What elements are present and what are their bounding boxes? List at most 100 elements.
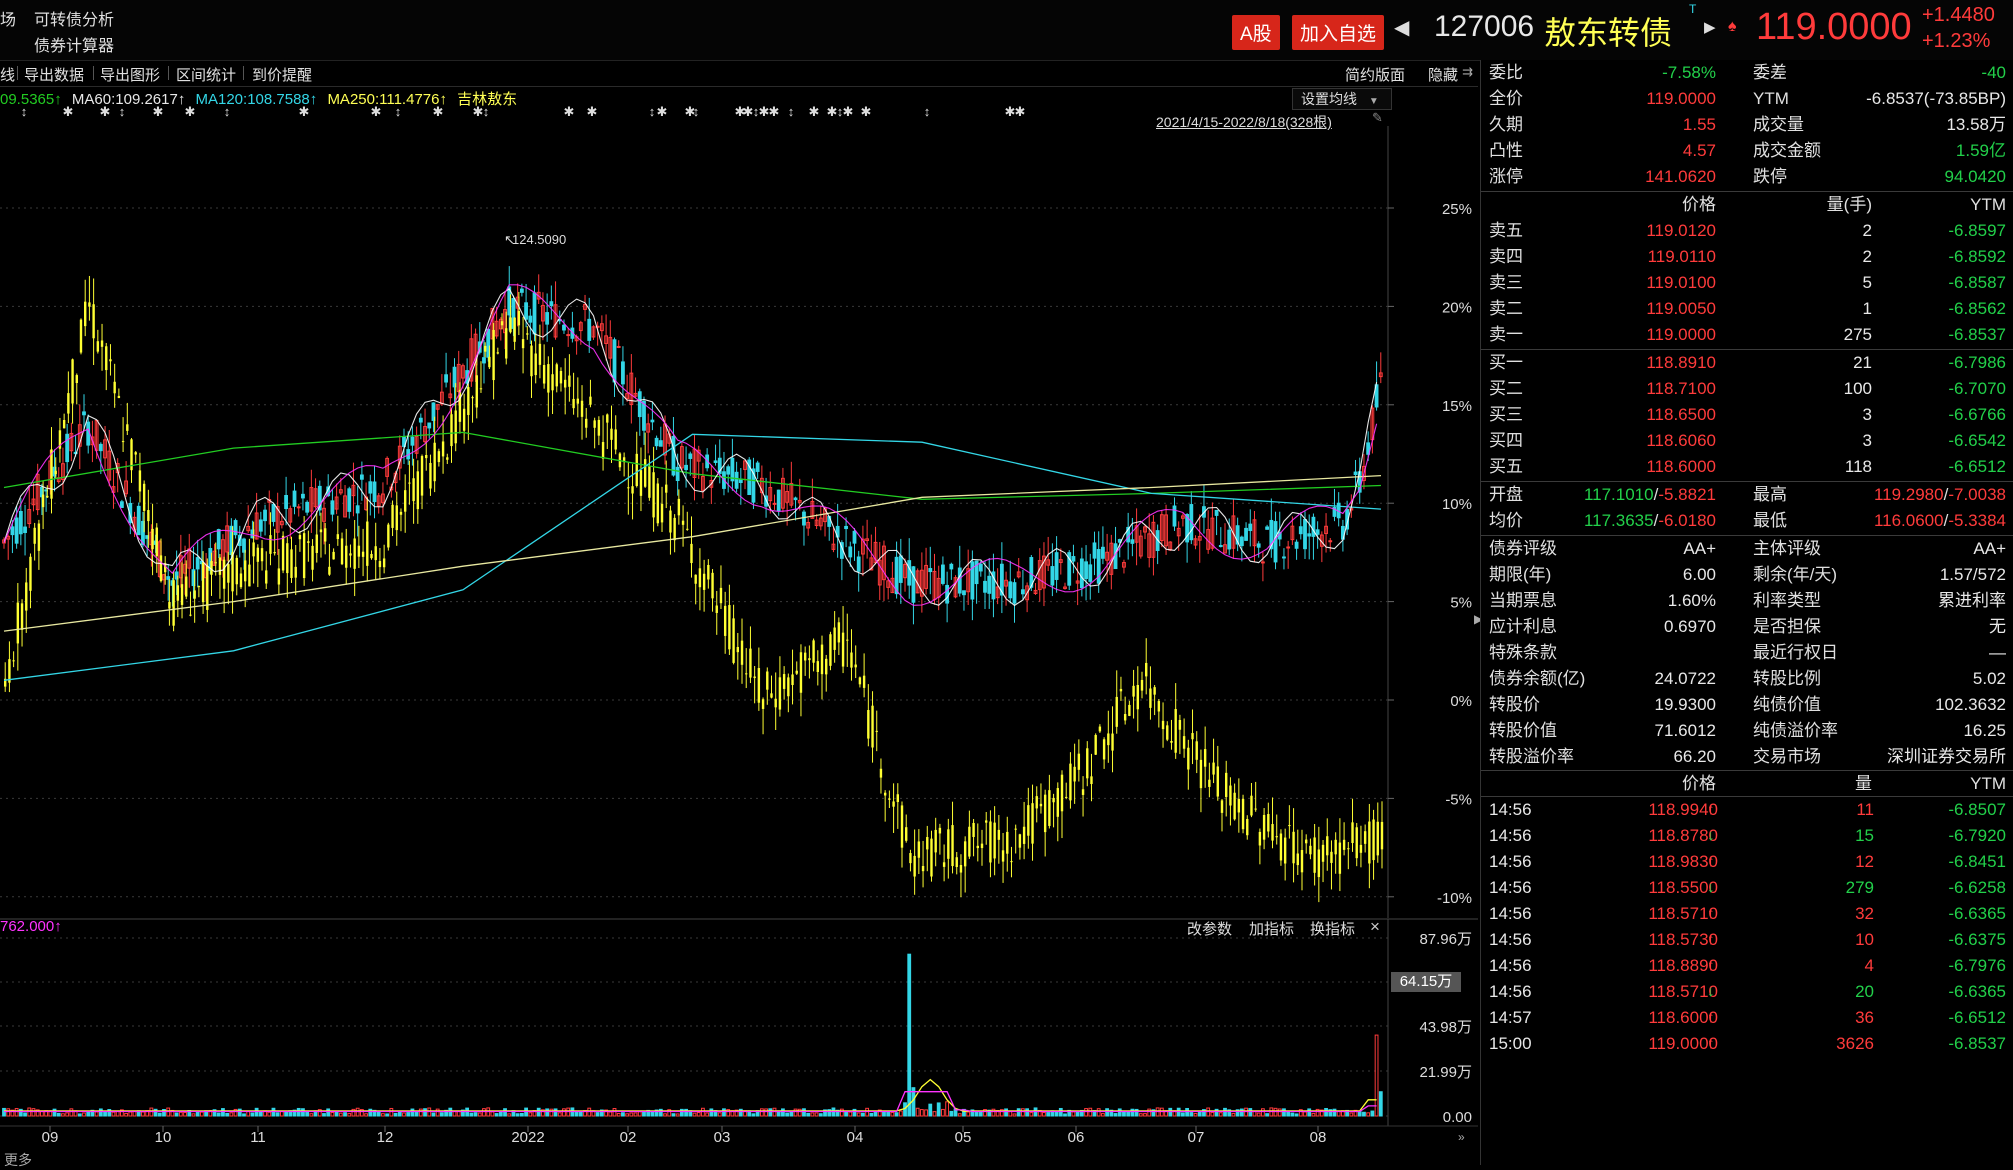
candle-body	[216, 529, 221, 550]
event-marker-icon: ✱	[769, 104, 780, 119]
stock-candle-body	[446, 457, 449, 460]
toolbar-clipped-item[interactable]: 线	[0, 67, 16, 84]
candle-body	[275, 506, 280, 533]
event-marker-icon: ↕	[224, 104, 231, 119]
candle-body	[848, 546, 853, 558]
scroll-right-icon[interactable]: »	[1458, 1130, 1465, 1144]
add-watchlist-button[interactable]: 加入自选	[1292, 15, 1385, 50]
switch-indicator-button[interactable]: 换指标	[1310, 921, 1356, 938]
volume-bar	[1319, 1109, 1324, 1117]
volume-bar	[490, 1111, 495, 1117]
kline-chart[interactable]: 25%20%15%10%5%0%-5%-10% ↕ ✱ ✱ ↕ ✱ ✱ ↕ ✱ ✱ ↕ ✱ ✱ ↕ ✱ ✱ ↕…	[0, 86, 1478, 1146]
collapse-icon[interactable]: ⇉	[1462, 64, 1473, 79]
candle-body	[625, 393, 630, 400]
stat-label: 涨停	[1489, 167, 1523, 186]
more-link[interactable]: 更多	[4, 1152, 32, 1168]
date-range-label[interactable]: 2021/4/15-2022/8/18(328根)	[1156, 114, 1332, 130]
toolbar-divider	[17, 66, 18, 80]
menu-bond-calculator[interactable]: 债券计算器	[34, 38, 115, 55]
candle-body	[999, 563, 1004, 596]
stock-candle-body	[542, 365, 546, 384]
set-ma-dropdown[interactable]: 设置均线 ▼	[1292, 88, 1392, 110]
export-chart-button[interactable]: 导出图形	[100, 67, 161, 84]
trade-price: 118.8890	[1648, 956, 1718, 975]
candle-body	[810, 500, 815, 519]
range-stats-button[interactable]: 区间统计	[176, 67, 237, 84]
modify-params-button[interactable]: 改参数	[1187, 921, 1233, 938]
add-indicator-button[interactable]: 加指标	[1249, 921, 1295, 938]
trade-direction-icon: ↓	[1707, 827, 1715, 844]
price-alert-button[interactable]: 到价提醒	[252, 67, 313, 84]
export-data-button[interactable]: 导出数据	[24, 67, 85, 84]
candle-body	[776, 489, 781, 512]
stock-candle-body	[1035, 796, 1038, 809]
info-label: 债券余额(亿)	[1489, 669, 1586, 688]
volume-bar	[322, 1113, 326, 1117]
expand-panel-icon[interactable]: ▶	[1474, 612, 1484, 626]
candle-body	[869, 557, 874, 571]
stat-value: -6.8537(-73.85BP)	[1866, 89, 2006, 108]
stock-candle-body	[795, 670, 798, 674]
vol-y-tick-label: 43.98万	[1419, 1019, 1472, 1036]
stock-candle-body	[222, 559, 226, 589]
ma-lines	[3, 284, 1382, 681]
divider-line	[1481, 349, 2013, 350]
candle-body	[1256, 543, 1261, 548]
volume-bar	[86, 1111, 91, 1117]
candle-body	[10, 526, 15, 536]
pin-icon[interactable]: ✎	[1372, 110, 1383, 125]
stock-candle-body	[707, 564, 710, 580]
a-share-button[interactable]: A股	[1232, 15, 1280, 50]
trade-qty: 32	[1855, 904, 1874, 923]
alert-bell-icon[interactable]: ♠	[1728, 18, 1737, 35]
next-security-icon[interactable]: ▶	[1704, 19, 1716, 36]
candle-body	[1147, 533, 1152, 558]
volume-bar	[751, 1113, 756, 1117]
stock-candle-body	[1321, 844, 1325, 862]
prev-security-icon[interactable]: ◀	[1394, 17, 1410, 39]
stock-candle-body	[134, 452, 137, 455]
volume-bar	[1189, 1112, 1194, 1117]
candle-body	[284, 495, 288, 510]
book-price: 118.8910	[1646, 353, 1716, 372]
volume-bar	[717, 1112, 722, 1117]
stock-candle-body	[269, 535, 272, 554]
candle-body	[919, 569, 924, 597]
candle-body	[1282, 556, 1286, 559]
stock-candle-body	[766, 671, 769, 690]
event-marker-icon: ↕	[395, 104, 402, 119]
candle-body	[427, 422, 432, 429]
candle-body	[865, 538, 870, 542]
volume-bar	[178, 1111, 183, 1117]
stock-candle-body	[660, 503, 664, 523]
stat-label: 凸性	[1489, 141, 1523, 160]
book-price: 119.0000	[1646, 325, 1716, 344]
menu-clipped-item[interactable]: 场	[0, 12, 17, 29]
close-icon[interactable]: ×	[1370, 917, 1380, 936]
stock-candle-body	[555, 364, 558, 387]
info-label: 期限(年)	[1489, 565, 1552, 584]
hide-button[interactable]: 隐藏	[1428, 67, 1459, 84]
volume-bar	[477, 1112, 482, 1117]
volume-bar	[1117, 1108, 1122, 1117]
volume-bar	[1025, 1108, 1030, 1117]
volume-bar	[418, 1108, 423, 1117]
stock-candle-body	[1262, 814, 1266, 840]
stock-candle-body	[467, 387, 470, 415]
volume-bar	[107, 1109, 112, 1117]
candle-body	[633, 392, 638, 397]
volume-bar	[1315, 1108, 1320, 1117]
stock-candle-body	[62, 419, 66, 429]
simple-layout-button[interactable]: 简约版面	[1345, 67, 1406, 84]
stock-candle-body	[483, 345, 487, 352]
candle-body	[482, 357, 486, 364]
volume-bar	[1181, 1112, 1185, 1117]
candle-body	[233, 520, 238, 536]
stock-candle-body	[113, 381, 116, 394]
date-x-ticks: 09 10 11 12 2022 02 03 04 05 06 07 08	[42, 1126, 1326, 1146]
trade-time: 14:56	[1489, 878, 1532, 897]
candle-body	[1012, 582, 1017, 604]
stock-candle-body	[665, 484, 668, 493]
menu-bond-analysis[interactable]: 可转债分析	[34, 12, 115, 29]
stock-candle-body	[926, 837, 929, 850]
